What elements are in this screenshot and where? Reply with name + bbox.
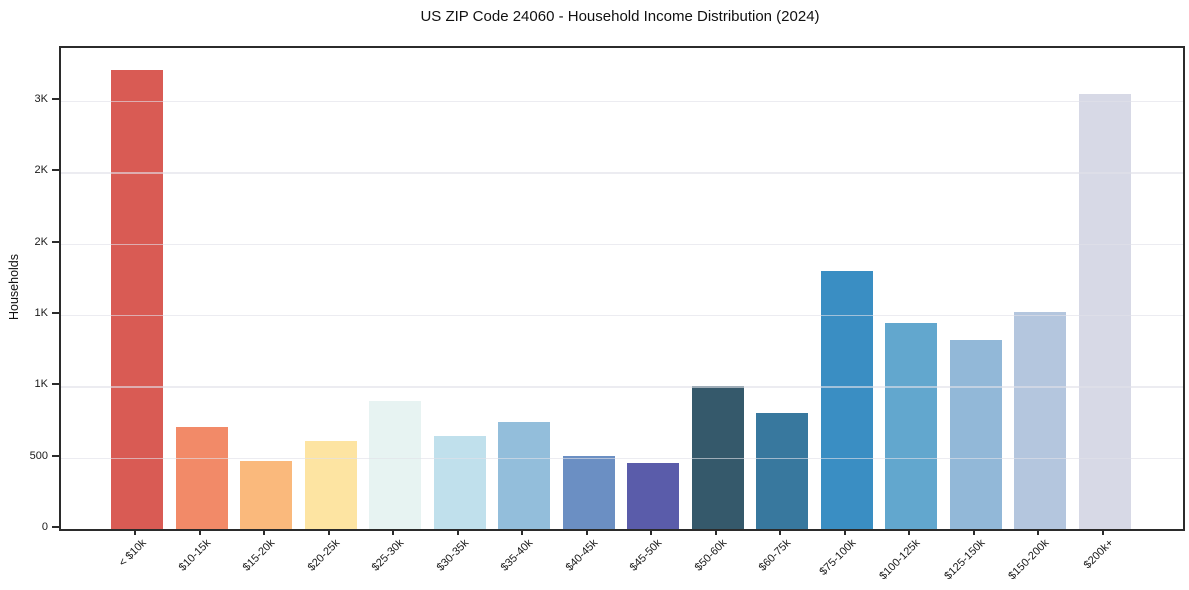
gridline-1500 (61, 314, 1183, 317)
bar-$25-30k (369, 400, 421, 529)
x-tick-label: $45-50k (627, 537, 665, 574)
bar-$20-25k (304, 440, 357, 529)
x-tick-label: $25-30k (369, 537, 407, 574)
x-tick-mark (714, 529, 717, 535)
x-tick-label: $30-35k (434, 537, 471, 574)
x-tick-label: $35-40k (498, 537, 536, 574)
x-tick-mark (263, 529, 265, 535)
bar-$200k+ (1078, 94, 1131, 529)
bar-$10-15k (175, 426, 228, 529)
y-tick-label: 2K (34, 164, 48, 177)
x-tick-label: $200k+ (1081, 537, 1116, 572)
bar-$100-125k (885, 323, 937, 529)
x-tick-mark (1101, 529, 1104, 535)
x-tick-mark (327, 529, 330, 535)
y-tick-mark (52, 240, 59, 243)
x-tick-label: $20-25k (305, 537, 342, 574)
gridline-2000 (61, 243, 1183, 246)
x-tick-mark (843, 529, 846, 535)
x-tick-mark (392, 529, 394, 535)
x-tick-mark (972, 529, 975, 535)
x-tick-mark (198, 529, 201, 535)
x-tick-mark (456, 529, 459, 535)
x-tick-mark (779, 529, 781, 535)
x-tick-mark (908, 529, 910, 535)
y-tick-label: 0 (41, 521, 48, 533)
x-tick-label: $10-15k (176, 537, 213, 574)
y-tick-mark (52, 311, 59, 314)
gridline-2500 (61, 172, 1183, 174)
y-tick-mark (52, 383, 59, 386)
gridline-1000 (61, 386, 1183, 388)
y-tick-mark (52, 97, 59, 100)
x-tick-label: $125-150k (941, 537, 987, 583)
bar-$60-75k (756, 413, 808, 529)
y-tick-label: 3K (34, 92, 48, 105)
y-tick-mark (52, 169, 59, 172)
gridline-500 (61, 457, 1183, 460)
y-tick-mark (52, 454, 59, 457)
chart-title: US ZIP Code 24060 - Household Income Dis… (420, 8, 820, 25)
plot-area (59, 46, 1185, 531)
x-tick-label: $60-75k (756, 537, 794, 574)
bar-$35-40k (498, 421, 550, 529)
x-tick-mark (134, 529, 136, 535)
bar-$75-100k (820, 271, 873, 529)
bar-< $10k (111, 70, 163, 529)
bar-$30-35k (433, 436, 486, 529)
x-tick-label: $50-60k (692, 537, 729, 574)
x-tick-label: $15-20k (240, 537, 278, 574)
x-tick-label: < $10k (116, 537, 149, 570)
gridline-3000 (61, 100, 1183, 103)
bar-$40-45k (562, 456, 615, 529)
x-tick-label: $100-125k (877, 537, 923, 583)
y-tick-label: 2K (34, 235, 48, 248)
x-tick-mark (1037, 529, 1039, 535)
y-tick-label: 500 (29, 449, 48, 462)
x-tick-label: $150-200k (1006, 537, 1052, 583)
x-tick-mark (521, 529, 523, 535)
y-tick-label: 1K (34, 378, 48, 391)
bar-$45-50k (627, 462, 679, 529)
x-tick-mark (650, 529, 652, 535)
bar-$150-200k (1014, 312, 1066, 529)
x-tick-label: $40-45k (563, 537, 600, 574)
x-tick-label: $75-100k (817, 537, 858, 578)
y-tick-label: 1K (34, 306, 48, 319)
x-tick-mark (585, 529, 588, 535)
bar-$15-20k (240, 461, 292, 529)
y-tick-mark (52, 526, 59, 528)
bar-$125-150k (949, 339, 1002, 529)
